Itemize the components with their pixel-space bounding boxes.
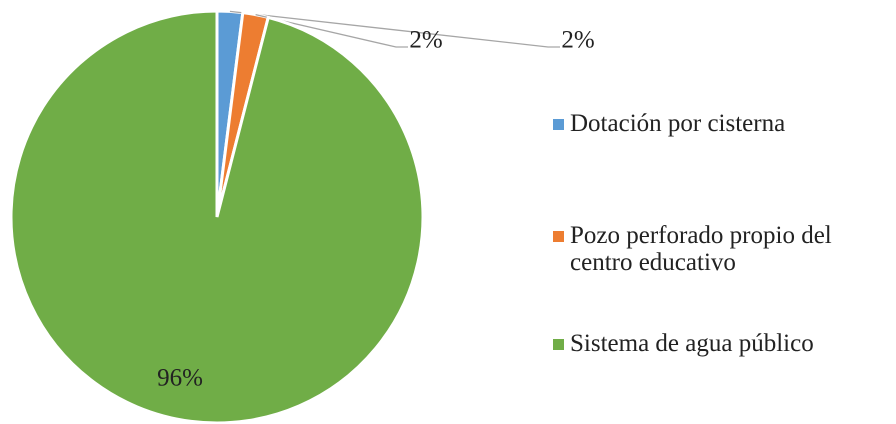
data-label: 96%: [157, 365, 203, 392]
legend-item: Dotación por cisterna: [553, 110, 860, 137]
legend-swatch: [553, 231, 564, 242]
leader-line: [255, 14, 408, 48]
data-label: 2%: [409, 27, 442, 54]
legend-label: Dotación por cisterna: [570, 110, 786, 137]
leader-line: [229, 10, 560, 48]
legend-item: Sistema de agua público: [553, 330, 860, 357]
legend-label: Sistema de agua público: [570, 330, 814, 357]
legend-label: Pozo perforado propio del centro educati…: [570, 222, 832, 276]
pie-slice: [9, 9, 425, 424]
legend-item: Pozo perforado propio del centro educati…: [553, 222, 840, 276]
legend-swatch: [553, 339, 564, 350]
legend-swatch: [553, 119, 564, 130]
data-label: 2%: [561, 27, 594, 54]
